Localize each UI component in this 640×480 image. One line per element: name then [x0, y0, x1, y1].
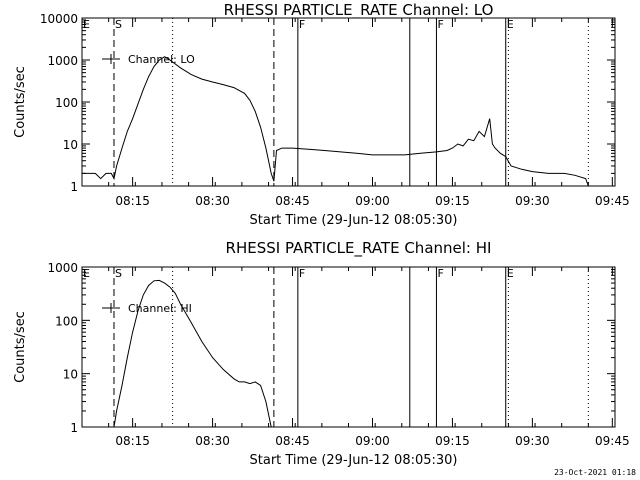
x-tick-label: 09:00: [355, 434, 390, 448]
flag-label: F: [437, 18, 443, 31]
x-tick-label: 08:45: [275, 194, 310, 208]
legend-label-lo: Channel: LO: [128, 53, 195, 66]
x-axis-label-lo: Start Time (29-Jun-12 08:05:30): [250, 213, 458, 228]
panel-hi: RHESSI PARTICLE_RATE Channel: HI 1 10 100 10…: [13, 239, 630, 468]
flag-label: E: [507, 267, 514, 280]
y-tick-label: 100: [55, 314, 78, 328]
plot-frame-hi: [81, 266, 616, 428]
x-tick-label: 08:15: [115, 434, 150, 448]
x-tick-label: 09:45: [595, 194, 630, 208]
x-tick-label: 08:30: [195, 194, 230, 208]
y-tick-label: 1000: [47, 54, 78, 68]
y-tick-label: 100: [55, 96, 78, 110]
y-tick-label: 10: [63, 368, 78, 382]
flag-label: S: [115, 18, 122, 31]
y-axis-label-lo: Counts/sec: [13, 66, 28, 138]
x-tick-label: 09:30: [515, 194, 550, 208]
chart-title-lo: RHESSI PARTICLE_RATE Channel: LO: [224, 1, 494, 20]
y-axis-label-hi: Counts/sec: [13, 311, 28, 383]
x-tick-label: 09:30: [515, 434, 550, 448]
flag-label: E: [507, 18, 514, 31]
flag-label: S: [115, 267, 122, 280]
x-axis-label-hi: Start Time (29-Jun-12 08:05:30): [250, 453, 458, 468]
timestamp-footer: 23-Oct-2021 01:18: [554, 468, 636, 477]
y-tick-label: 10000: [40, 12, 78, 26]
flag-label: F: [437, 267, 443, 280]
series-line-lo: [82, 56, 589, 187]
y-tick-label: 1: [70, 421, 78, 435]
series-line-hi: [113, 279, 272, 428]
flag-label: E: [83, 18, 90, 31]
flag-label: F: [299, 18, 305, 31]
panel-lo: RHESSI PARTICLE_RATE Channel: LO 1 10 100 10…: [13, 1, 630, 228]
y-tick-label: 1000: [47, 261, 78, 275]
flag-label: F: [299, 267, 305, 280]
x-tick-label: 09:15: [435, 194, 470, 208]
x-tick-label: 08:45: [275, 434, 310, 448]
flag-label: E: [83, 267, 90, 280]
x-tick-label: 09:00: [355, 194, 390, 208]
x-tick-label: 09:45: [595, 434, 630, 448]
y-tick-label: 1: [70, 180, 78, 194]
x-tick-label: 08:15: [115, 194, 150, 208]
x-tick-label: 08:30: [195, 434, 230, 448]
legend-label-hi: Channel: HI: [128, 302, 192, 315]
x-tick-label: 09:15: [435, 434, 470, 448]
y-tick-label: 10: [63, 138, 78, 152]
plot-frame-lo: [81, 17, 616, 187]
chart-title-hi: RHESSI PARTICLE_RATE Channel: HI: [226, 239, 492, 258]
